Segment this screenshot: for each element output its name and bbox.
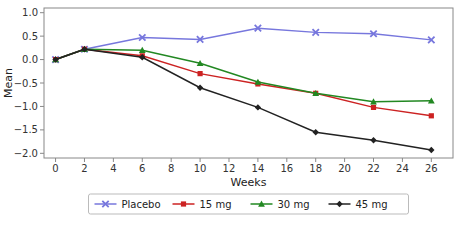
data-point bbox=[370, 98, 377, 104]
data-point bbox=[197, 36, 203, 42]
data-point bbox=[139, 34, 145, 40]
y-axis-label: Mean bbox=[2, 68, 15, 98]
data-point bbox=[197, 71, 202, 76]
x-tick bbox=[344, 158, 345, 162]
series-line bbox=[56, 28, 432, 59]
y-tick bbox=[40, 106, 44, 107]
x-tick-label: 4 bbox=[110, 163, 116, 174]
x-tick bbox=[228, 158, 229, 162]
data-point bbox=[429, 113, 434, 118]
legend: Placebo 15 mg 30 mg 45 mg bbox=[89, 194, 409, 214]
legend-label: 15 mg bbox=[200, 199, 232, 210]
x-tick bbox=[113, 158, 114, 162]
series-line bbox=[56, 49, 432, 116]
x-tick-label: 24 bbox=[396, 163, 409, 174]
x-tick bbox=[373, 158, 374, 162]
data-point bbox=[313, 29, 319, 35]
x-tick bbox=[200, 158, 201, 162]
plot-area bbox=[52, 25, 435, 153]
data-point bbox=[52, 56, 58, 62]
chart: −2.0−1.5−1.0−0.50.00.51.0024681012141618… bbox=[0, 0, 463, 225]
x-tick-label: 22 bbox=[367, 163, 380, 174]
data-point bbox=[428, 147, 434, 153]
data-point bbox=[81, 46, 87, 52]
x-tick-label: 12 bbox=[223, 163, 236, 174]
data-point bbox=[139, 47, 146, 53]
legend-box bbox=[89, 194, 409, 214]
data-point bbox=[81, 46, 87, 52]
data-point bbox=[255, 25, 261, 31]
y-tick bbox=[40, 83, 44, 84]
y-tick bbox=[40, 12, 44, 13]
x-tick-label: 26 bbox=[425, 163, 438, 174]
data-point bbox=[53, 57, 58, 62]
data-point bbox=[81, 46, 88, 52]
legend-marker bbox=[102, 201, 108, 207]
data-point bbox=[312, 90, 319, 96]
x-tick-label: 16 bbox=[280, 163, 293, 174]
data-point bbox=[52, 56, 58, 62]
data-point bbox=[428, 37, 434, 43]
data-point bbox=[254, 79, 261, 85]
x-tick bbox=[286, 158, 287, 162]
y-tick bbox=[40, 36, 44, 37]
x-tick-label: 20 bbox=[338, 163, 351, 174]
y-tick bbox=[40, 59, 44, 60]
y-tick-label: 1.0 bbox=[22, 7, 38, 18]
data-point bbox=[313, 91, 318, 96]
x-tick-label: 8 bbox=[168, 163, 174, 174]
x-tick bbox=[142, 158, 143, 162]
x-tick-label: 18 bbox=[309, 163, 322, 174]
data-point bbox=[428, 97, 435, 103]
x-tick bbox=[55, 158, 56, 162]
legend-marker bbox=[258, 201, 265, 207]
x-tick bbox=[257, 158, 258, 162]
x-tick-label: 6 bbox=[139, 163, 145, 174]
y-tick-label: 0.0 bbox=[22, 54, 38, 65]
legend-label: Placebo bbox=[122, 199, 161, 210]
data-point bbox=[52, 56, 59, 62]
data-point bbox=[197, 60, 204, 66]
y-tick-label: −0.5 bbox=[14, 78, 38, 89]
legend-label: 45 mg bbox=[356, 199, 388, 210]
x-axis-label: Weeks bbox=[231, 176, 267, 189]
x-tick-label: 0 bbox=[52, 163, 58, 174]
y-tick-label: −1.5 bbox=[14, 124, 38, 135]
data-point bbox=[370, 137, 376, 143]
data-point bbox=[197, 84, 203, 90]
legend-label: 30 mg bbox=[278, 199, 310, 210]
legend-marker bbox=[336, 201, 342, 207]
data-point bbox=[139, 54, 145, 60]
x-tick-label: 10 bbox=[194, 163, 207, 174]
y-tick-label: −2.0 bbox=[14, 148, 38, 159]
y-tick bbox=[40, 153, 44, 154]
data-point bbox=[82, 47, 87, 52]
x-tick bbox=[84, 158, 85, 162]
x-tick bbox=[315, 158, 316, 162]
legend-marker bbox=[181, 201, 186, 206]
series-line bbox=[56, 49, 432, 150]
x-tick-label: 2 bbox=[81, 163, 87, 174]
x-tick bbox=[431, 158, 432, 162]
x-tick-label: 14 bbox=[252, 163, 265, 174]
data-point bbox=[313, 129, 319, 135]
plot-frame bbox=[44, 8, 453, 158]
data-point bbox=[370, 31, 376, 37]
data-point bbox=[255, 104, 261, 110]
x-tick bbox=[171, 158, 172, 162]
series-line bbox=[56, 49, 432, 102]
y-tick bbox=[40, 129, 44, 130]
data-point bbox=[371, 105, 376, 110]
y-tick-label: 0.5 bbox=[22, 31, 38, 42]
y-tick-label: −1.0 bbox=[14, 101, 38, 112]
x-tick bbox=[402, 158, 403, 162]
